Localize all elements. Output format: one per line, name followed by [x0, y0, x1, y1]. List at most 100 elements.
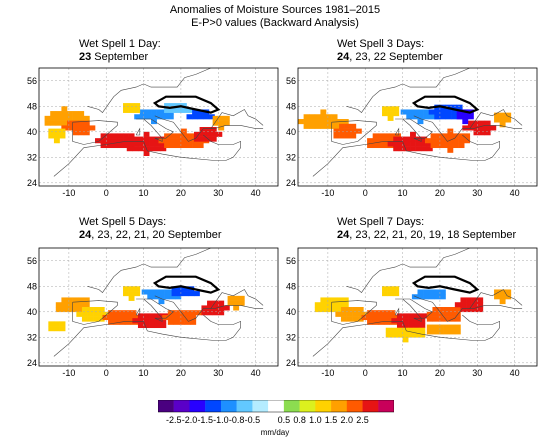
colorbar-swatch — [362, 400, 379, 412]
anomaly-cell — [190, 314, 197, 321]
anomaly-cell — [67, 125, 73, 131]
anomaly-cell — [342, 297, 349, 303]
anomaly-cell — [199, 131, 206, 137]
anomaly-cell — [402, 322, 409, 329]
anomaly-cell — [137, 313, 144, 319]
anomaly-cell — [382, 106, 388, 112]
anomaly-cell — [83, 120, 90, 126]
anomaly-cell — [154, 318, 161, 324]
anomaly-cell — [361, 314, 368, 321]
anomaly-cell — [383, 142, 390, 149]
anomaly-cell — [466, 307, 472, 313]
map-1-content: -10 0 10 20 30 40 56 48 40 32 24 — [27, 67, 279, 198]
colorbar-label: -0.8 — [229, 415, 245, 425]
anomaly-cell — [227, 295, 234, 301]
anomaly-cell — [438, 324, 444, 330]
anomaly-cell — [456, 109, 463, 115]
anomaly-cell — [417, 109, 424, 115]
anomaly-cell — [406, 109, 413, 115]
anomaly-cell — [72, 307, 79, 313]
coastline — [154, 317, 163, 322]
anomaly-cell — [83, 125, 90, 131]
target-region-outline — [152, 95, 221, 114]
anomaly-cell — [436, 133, 443, 139]
anomaly-cell — [210, 131, 217, 137]
anomaly-cell — [438, 307, 444, 313]
anomaly-cell — [419, 313, 426, 319]
anomaly-cell — [180, 103, 187, 109]
anomaly-cell — [393, 141, 400, 147]
anomaly-cell — [128, 103, 135, 109]
anomaly-cell — [123, 133, 129, 139]
anomaly-cell — [339, 123, 345, 129]
anomaly-cell — [128, 107, 135, 113]
anomaly-cell — [382, 111, 388, 117]
anomaly-cell — [207, 310, 213, 316]
anomaly-cell — [385, 327, 392, 333]
anomaly-cell — [449, 324, 456, 330]
anomaly-cell — [83, 302, 90, 308]
colorbar-swatch — [173, 400, 190, 412]
anomaly-cell — [212, 300, 219, 306]
anomaly-cell — [387, 141, 394, 147]
coastline — [87, 67, 211, 114]
anomaly-cell — [452, 142, 459, 149]
coastline — [413, 295, 523, 322]
panel-1-title-rest: September — [91, 51, 149, 63]
anomaly-cell — [477, 297, 484, 303]
map-frame — [297, 247, 538, 367]
anomaly-cell — [67, 111, 73, 117]
anomaly-cell — [438, 329, 444, 335]
anomaly-cell — [167, 314, 174, 321]
anomaly-cell — [113, 310, 120, 316]
anomaly-cell — [128, 295, 135, 301]
anomaly-cell — [117, 138, 124, 144]
anomaly-cell — [385, 332, 392, 338]
anomaly-cell — [443, 324, 450, 330]
anomaly-cell — [426, 329, 433, 335]
panel-1-title-bold: 23 — [79, 51, 92, 63]
coastline — [135, 127, 141, 136]
anomaly-cell — [48, 326, 55, 332]
anomaly-cell — [119, 314, 126, 321]
anomaly-cell — [154, 322, 161, 329]
anomaly-cell — [139, 114, 146, 120]
anomaly-cell — [201, 305, 208, 311]
map-panel-3: -10 0 10 20 30 40 56 48 40 32 24 — [27, 247, 279, 378]
anomaly-cell — [378, 142, 385, 149]
anomaly-cell — [383, 314, 390, 321]
anomaly-cell — [100, 142, 107, 149]
anomaly-cell — [352, 307, 359, 313]
anomaly-cell — [164, 142, 171, 149]
anomaly-cell — [387, 286, 394, 292]
anomaly-cell — [387, 111, 394, 117]
anomaly-cell — [428, 114, 435, 120]
y-tick-label: 56 — [286, 256, 296, 266]
anomaly-cell — [413, 318, 420, 324]
anomaly-cell — [396, 318, 403, 324]
anomaly-cell — [389, 310, 396, 316]
panel-4-title-rest: , 23, 22, 21, 20, 19, 18 September — [349, 229, 517, 241]
panel-3-title: Wet Spell 5 Days: 24, 23, 22, 21, 20 Sep… — [79, 216, 222, 242]
anomaly-cell — [223, 305, 230, 311]
figure-subtitle: E-P>0 values (Backward Analysis) — [191, 17, 359, 29]
anomaly-cell — [367, 138, 373, 144]
anomaly-cell — [344, 133, 351, 139]
coastline — [395, 298, 433, 319]
anomaly-cell — [111, 142, 118, 149]
x-tick-label: 0 — [363, 368, 368, 378]
anomaly-cell — [378, 133, 385, 139]
anomaly-cell — [93, 311, 100, 317]
anomaly-cell — [55, 115, 62, 121]
anomaly-cell — [389, 133, 396, 139]
anomaly-cell — [441, 133, 448, 139]
x-tick-label: -10 — [62, 188, 75, 198]
anomaly-cell — [154, 136, 161, 142]
panel-4-title-line1: Wet Spell 7 Days: — [337, 216, 425, 228]
anomaly-cell — [393, 111, 400, 117]
anomaly-cell — [499, 112, 506, 118]
anomaly-cell — [143, 318, 150, 324]
anomaly-cell — [447, 138, 454, 144]
colorbar-frame — [158, 400, 394, 413]
anomaly-cell — [72, 130, 79, 136]
